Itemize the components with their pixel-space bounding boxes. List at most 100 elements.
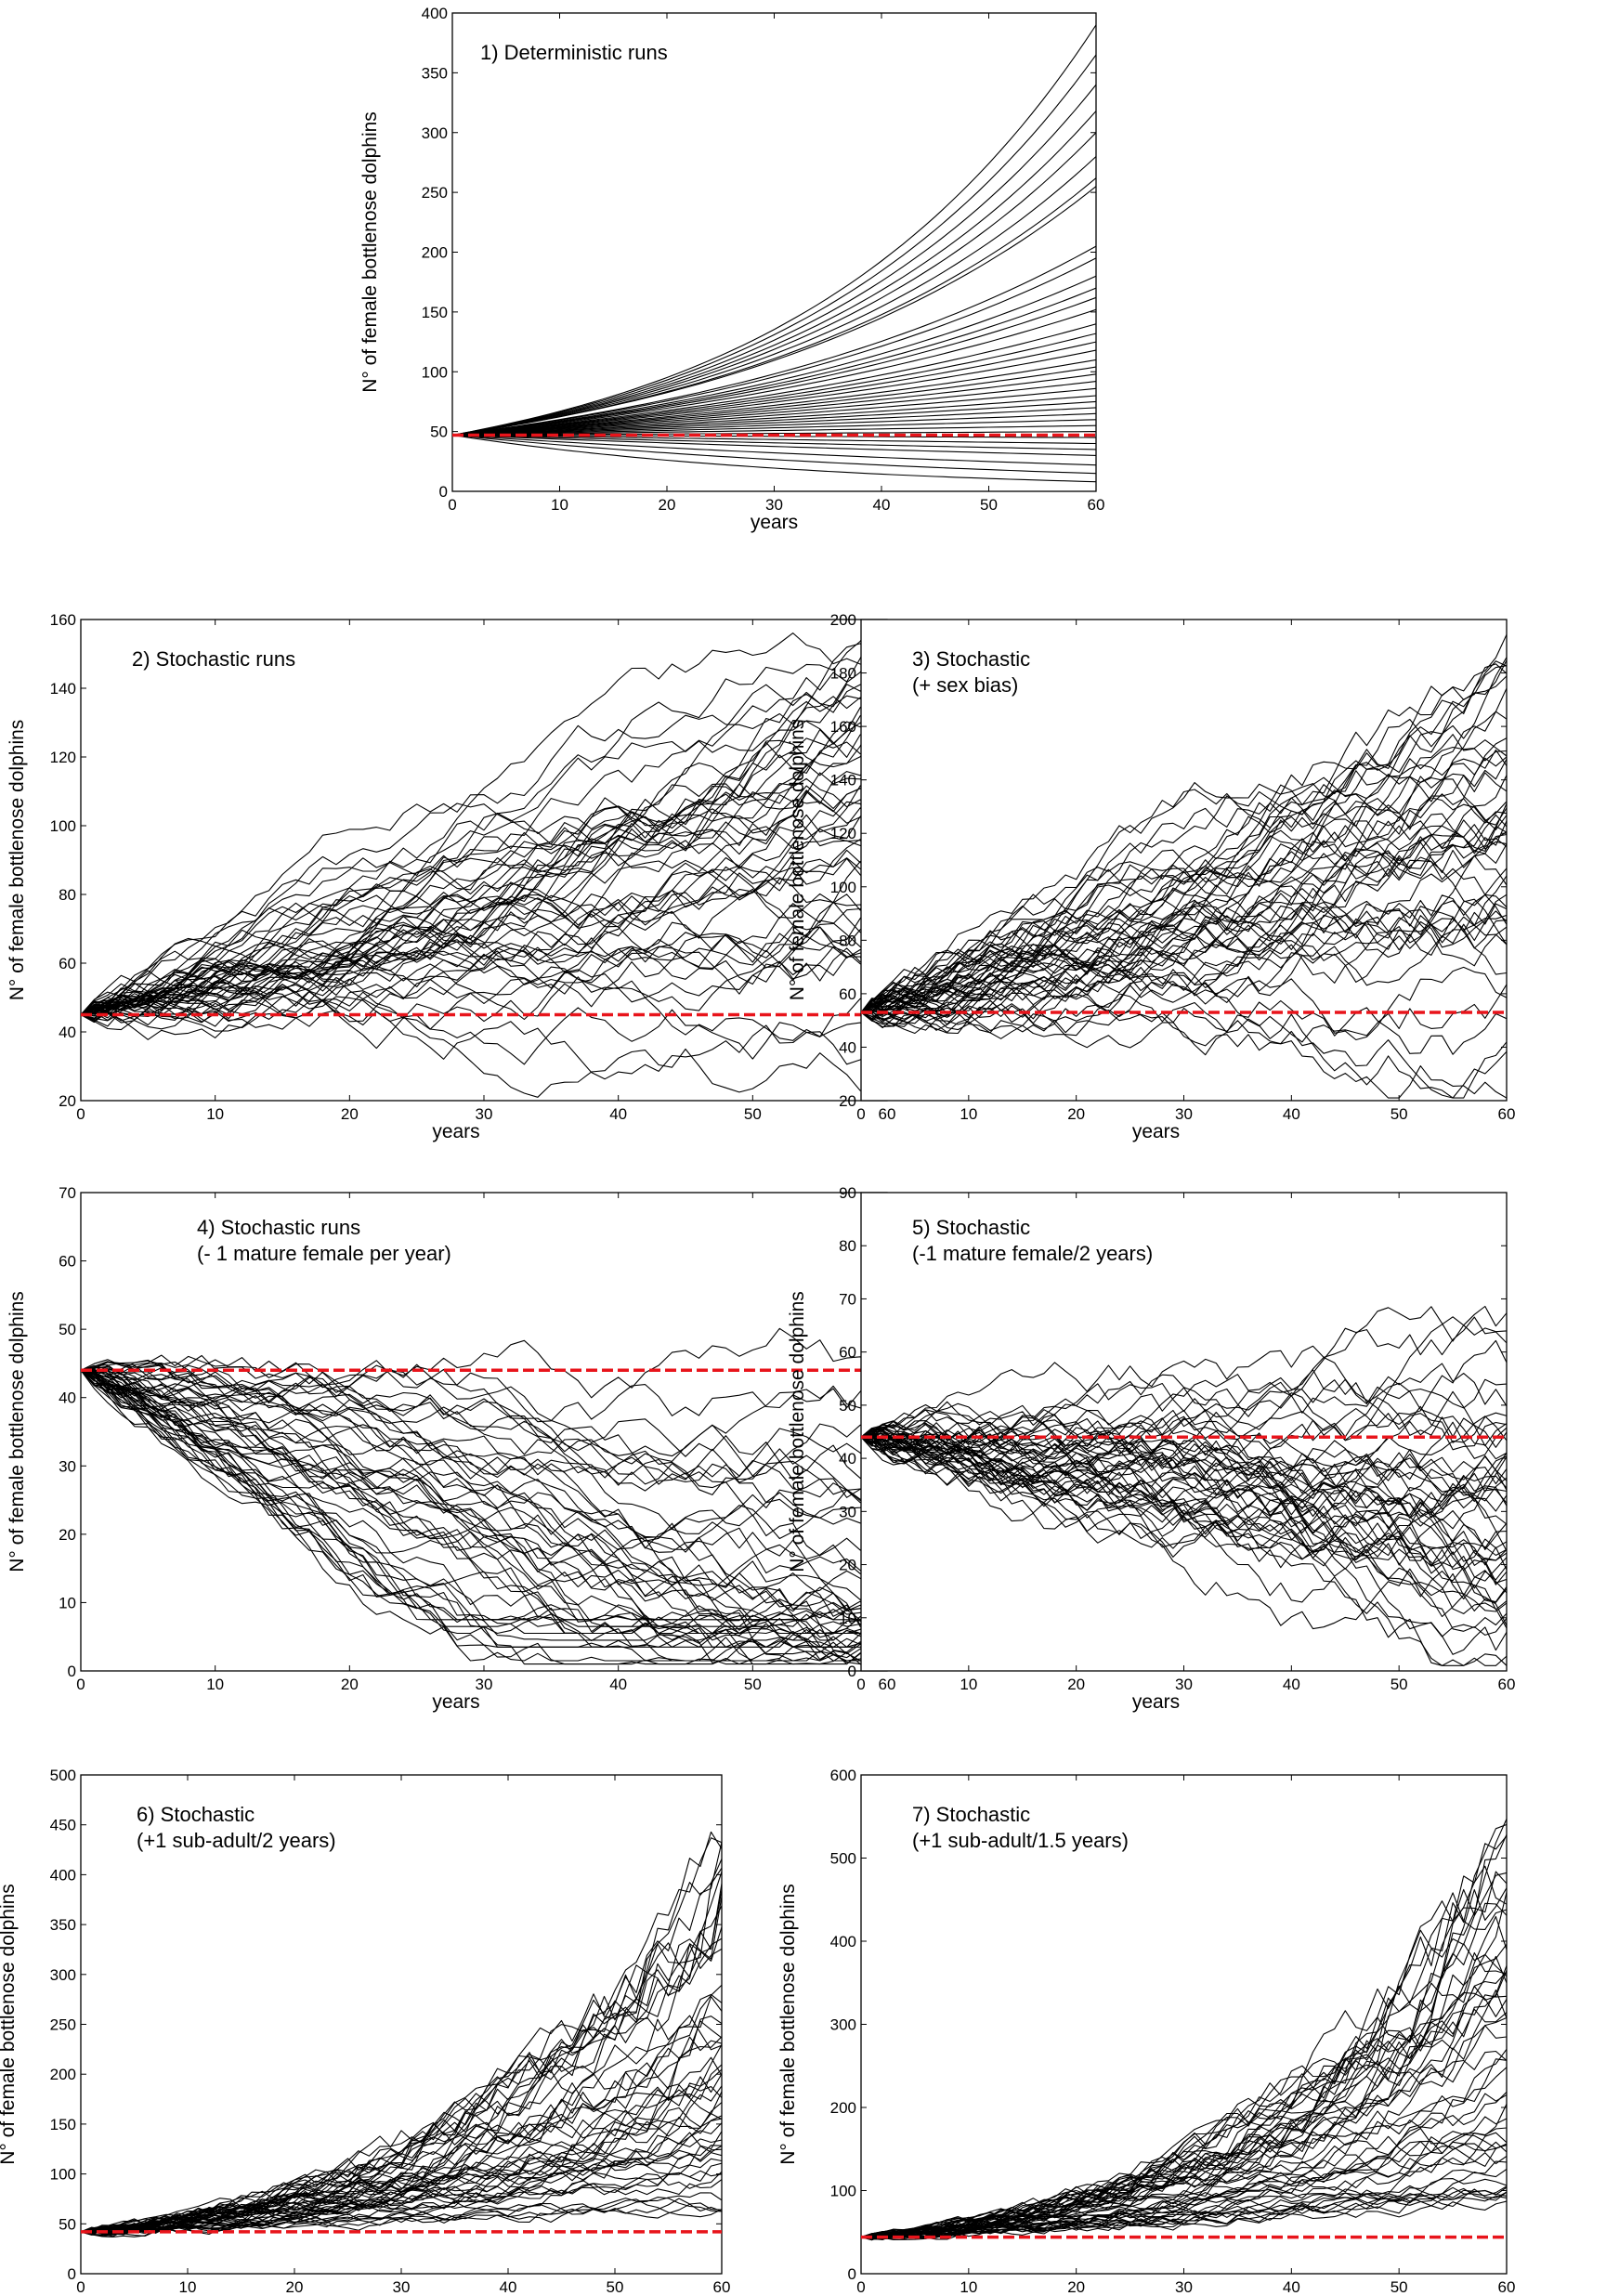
x-tick-label: 50 [980,496,998,514]
x-tick-label: 20 [341,1676,359,1693]
run-line [452,287,1096,437]
run-line [861,1005,1507,1099]
run-line [861,1892,1507,2238]
run-line [81,2113,722,2234]
run-line [861,2016,1507,2238]
run-line [81,632,887,1021]
run-line [452,333,1096,437]
run-line [81,1364,887,1504]
run-line [861,918,1507,1020]
y-axis-label: N° of female bottlenose dolphins [787,720,808,1001]
run-line [861,815,1507,1013]
run-line [861,1436,1507,1666]
run-line [861,1428,1507,1655]
run-line [861,1422,1507,1485]
x-tick-label: 20 [286,2278,304,2296]
run-line [81,886,887,1024]
run-line [81,1365,887,1562]
run-line [81,1369,887,1621]
run-line [861,775,1507,1020]
x-axis-label: years [1132,2294,1180,2296]
x-axis-label: years [1132,1121,1180,1142]
y-tick-label: 180 [830,665,856,683]
run-line [861,994,1507,1056]
y-tick-label: 50 [59,2215,76,2233]
x-tick-label: 40 [500,2278,517,2296]
y-tick-label: 450 [50,1817,76,1834]
run-line [81,815,887,1015]
x-tick-label: 50 [744,1676,762,1693]
x-tick-label: 30 [1175,1105,1193,1123]
run-line [861,1427,1507,1558]
x-tick-label: 30 [765,496,783,514]
run-line [81,1369,887,1634]
y-tick-label: 60 [59,955,76,972]
y-tick-label: 140 [50,680,76,698]
x-tick-label: 20 [1067,2278,1085,2296]
run-line [861,1423,1507,1603]
y-tick-label: 200 [422,244,448,262]
panel-title: 3) Stochastic [912,647,1030,671]
run-line [81,1367,887,1457]
run-line [861,2116,1507,2238]
run-line [452,186,1096,437]
run-line [81,826,887,1015]
x-tick-label: 30 [476,1676,493,1693]
run-line [81,1363,887,1463]
run-line [81,622,887,1015]
x-tick-label: 50 [744,1105,762,1123]
runs-group [452,24,1096,483]
y-tick-label: 70 [59,1184,76,1202]
x-tick-label: 60 [879,1105,896,1123]
run-line [452,111,1096,437]
panel-p5: 0 10 20 30 40 50 60 0 10 20 30 40 50 60 70 80 90 years N° … [787,1184,1515,1713]
run-line [452,275,1096,437]
run-line [452,424,1096,437]
y-tick-label: 50 [59,1321,76,1338]
x-tick-label: 60 [879,1676,896,1693]
x-tick-label: 20 [341,1105,359,1123]
y-tick-label: 100 [830,879,856,896]
panel-title: 6) Stochastic [137,1803,255,1826]
run-line [81,1369,887,1627]
run-line [452,434,1096,475]
run-line [861,1436,1507,1637]
run-line [452,419,1096,437]
y-tick-label: 40 [839,1038,856,1056]
run-line [81,919,887,1016]
run-line [861,1433,1507,1585]
x-tick-label: 60 [1498,2278,1516,2296]
y-tick-label: 300 [50,1966,76,1984]
run-line [452,381,1096,437]
run-line [861,1412,1507,1510]
run-line [452,395,1096,437]
x-tick-label: 50 [607,2278,624,2296]
run-line [861,1411,1507,1552]
run-line [81,1369,887,1549]
run-line [452,434,1096,445]
y-axis-label: N° of female bottlenose dolphins [359,111,381,393]
run-line [861,2160,1507,2239]
y-tick-label: 90 [839,1184,856,1202]
panel-p1: 0 10 20 30 40 50 60 0 50 100 150 200 250 300 350 400 yea… [359,5,1104,533]
run-line [452,407,1096,437]
y-tick-label: 50 [839,1397,856,1415]
y-tick-label: 30 [839,1503,856,1520]
run-line [81,1359,887,1621]
run-line [81,866,887,1022]
y-tick-label: 160 [50,611,76,629]
x-tick-label: 20 [1067,1676,1085,1693]
y-tick-label: 400 [830,1933,856,1950]
run-line [861,1427,1507,1611]
x-tick-label: 50 [1391,1105,1408,1123]
x-tick-label: 40 [1283,2278,1300,2296]
run-line [81,1327,887,1403]
run-line [81,1369,887,1585]
run-line [452,412,1096,437]
plot-frame [451,12,1097,492]
run-line [452,400,1096,437]
x-tick-label: 0 [448,496,456,514]
y-tick-label: 500 [830,1850,856,1868]
run-line [861,958,1507,1043]
x-tick-label: 60 [1498,1676,1516,1693]
